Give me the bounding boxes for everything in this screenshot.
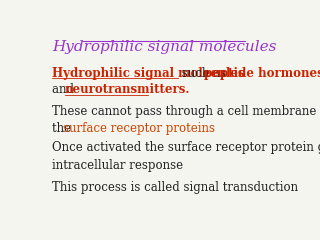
Text: such as: such as (178, 67, 230, 80)
Text: and: and (52, 83, 78, 96)
Text: the: the (52, 122, 75, 135)
Text: Hydrophilic signal molecules: Hydrophilic signal molecules (52, 40, 276, 54)
Text: neurotransmitters.: neurotransmitters. (65, 83, 190, 96)
Text: Hydrophilic signal molecules: Hydrophilic signal molecules (52, 67, 245, 80)
Text: surface receptor proteins: surface receptor proteins (63, 122, 215, 135)
Text: Once activated the surface receptor protein generates an
intracellular response: Once activated the surface receptor prot… (52, 141, 320, 172)
Text: These cannot pass through a cell membrane and must activate: These cannot pass through a cell membran… (52, 106, 320, 119)
Text: This process is called signal transduction: This process is called signal transducti… (52, 181, 299, 194)
Text: peptide hormones: peptide hormones (204, 67, 320, 80)
